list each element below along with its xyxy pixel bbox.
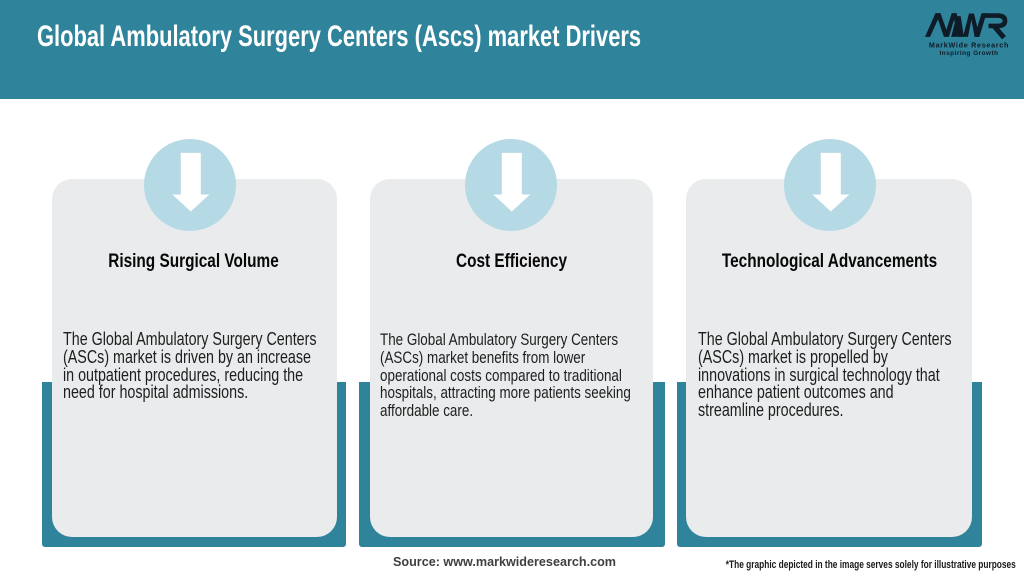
- svg-text:Inspiring Growth: Inspiring Growth: [939, 50, 998, 57]
- svg-text:MarkWide Research: MarkWide Research: [929, 40, 1009, 49]
